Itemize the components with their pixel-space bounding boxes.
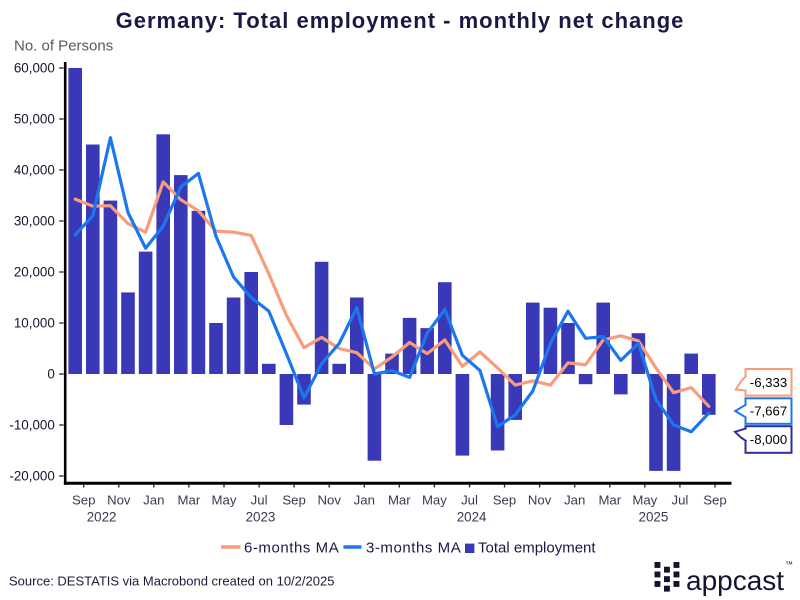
svg-text:appcast: appcast [686,565,784,596]
svg-text:2023: 2023 [246,510,276,525]
svg-text:Mar: Mar [598,493,621,508]
svg-text:Nov: Nov [317,493,341,508]
svg-text:Source: DESTATIS via Macrobond: Source: DESTATIS via Macrobond created o… [9,574,334,589]
svg-text:40,000: 40,000 [14,163,55,178]
svg-text:20,000: 20,000 [14,265,55,280]
svg-text:Germany: Total employment - mo: Germany: Total employment - monthly net … [116,8,685,33]
svg-text:No. of Persons: No. of Persons [14,38,113,55]
svg-text:Mar: Mar [178,493,201,508]
svg-text:Nov: Nov [528,493,552,508]
svg-text:2024: 2024 [457,510,487,525]
svg-text:-20,000: -20,000 [9,469,54,484]
svg-text:50,000: 50,000 [14,112,55,127]
svg-text:May: May [212,493,237,508]
svg-text:10,000: 10,000 [14,316,55,331]
svg-text:30,000: 30,000 [14,214,55,229]
svg-text:Sep: Sep [493,493,516,508]
svg-text:May: May [422,493,447,508]
svg-text:3-months MA: 3-months MA [366,539,461,556]
svg-text:Jan: Jan [564,493,585,508]
svg-text:™: ™ [785,560,793,569]
svg-text:-10,000: -10,000 [9,418,54,433]
svg-text:-8,000: -8,000 [750,432,787,447]
svg-text:6-months MA: 6-months MA [244,539,339,556]
svg-text:-6,333: -6,333 [750,375,787,390]
svg-text:Sep: Sep [72,493,95,508]
svg-text:0: 0 [47,367,54,382]
svg-text:Mar: Mar [388,493,411,508]
svg-text:Sep: Sep [703,493,726,508]
svg-text:Nov: Nov [107,493,131,508]
svg-text:2022: 2022 [87,510,117,525]
svg-text:Jan: Jan [354,493,375,508]
svg-text:Jan: Jan [143,493,164,508]
svg-text:Jul: Jul [251,493,268,508]
svg-text:Jul: Jul [671,493,688,508]
svg-text:2025: 2025 [639,510,669,525]
svg-text:60,000: 60,000 [14,61,55,76]
svg-text:Sep: Sep [282,493,305,508]
svg-text:-7,667: -7,667 [750,404,787,419]
svg-text:May: May [632,493,657,508]
svg-text:Jul: Jul [461,493,478,508]
svg-text:Total employment: Total employment [478,539,596,556]
